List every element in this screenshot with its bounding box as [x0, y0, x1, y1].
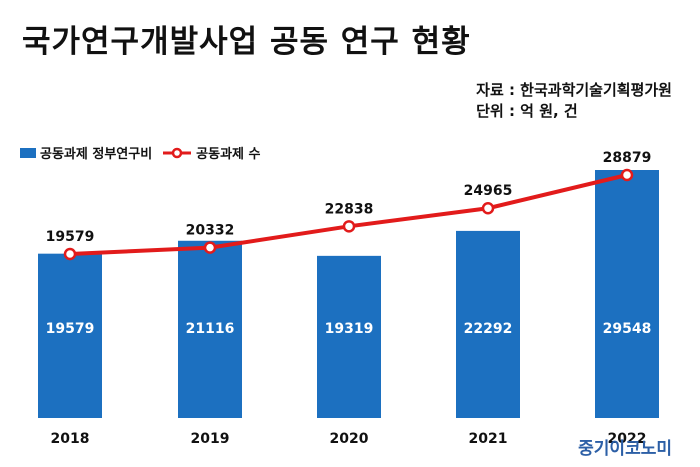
- line-value-label: 24965: [464, 183, 513, 199]
- line-point-2020: [342, 220, 356, 233]
- bar-group: [38, 170, 659, 418]
- legend: 공동과제 정부연구비 공동과제 수: [20, 143, 261, 162]
- line-value-label: 19579: [46, 229, 95, 245]
- bar-value-label: 29548: [603, 321, 652, 337]
- source-note: 자료 : 한국과학기술기획평가원 단위 : 억 원, 건: [476, 80, 672, 122]
- legend-line-label: 공동과제 수: [196, 147, 261, 162]
- bar-value-label: 19319: [325, 321, 374, 337]
- bar-value-label: 19579: [46, 321, 95, 337]
- source-line: 자료 : 한국과학기술기획평가원: [476, 81, 672, 99]
- chart-title: 국가연구개발사업 공동 연구 현황: [22, 24, 471, 60]
- legend-bar-swatch: [20, 147, 36, 158]
- line-point-2022: [620, 168, 634, 182]
- label-group: 19579 2018 21116 2019 19319 2020 22292 2021 2954…: [46, 150, 652, 447]
- unit-line: 단위 : 억 원, 건: [476, 102, 578, 120]
- publisher-logo: 중기이코노미: [578, 439, 672, 459]
- x-tick-label: 2018: [51, 431, 90, 447]
- x-tick-label: 2021: [469, 431, 508, 447]
- bar-2020: [317, 255, 381, 418]
- line-point-2021: [481, 201, 495, 215]
- legend-line-swatch: [163, 147, 192, 158]
- bar-2021: [456, 230, 520, 418]
- line-value-label: 22838: [325, 201, 374, 217]
- legend-item-line: 공동과제 수: [162, 143, 261, 162]
- legend-bar-label: 공동과제 정부연구비: [40, 147, 153, 162]
- x-tick-label: 2020: [330, 431, 369, 447]
- line-point-2018: [63, 247, 77, 261]
- bar-2018: [38, 253, 102, 418]
- bar-value-label: 22292: [464, 321, 513, 337]
- bar-value-label: 21116: [186, 321, 235, 337]
- line-group: [63, 168, 634, 261]
- bar-2019: [178, 240, 242, 418]
- line-point-2019: [203, 241, 217, 254]
- bar-2022: [595, 170, 659, 418]
- line-value-label: 28879: [603, 150, 652, 166]
- x-tick-label: 2019: [191, 431, 230, 447]
- line-value-label: 20332: [186, 223, 235, 239]
- x-tick-label: 2022: [608, 431, 647, 447]
- legend-item-bar: 공동과제 정부연구비: [20, 143, 152, 162]
